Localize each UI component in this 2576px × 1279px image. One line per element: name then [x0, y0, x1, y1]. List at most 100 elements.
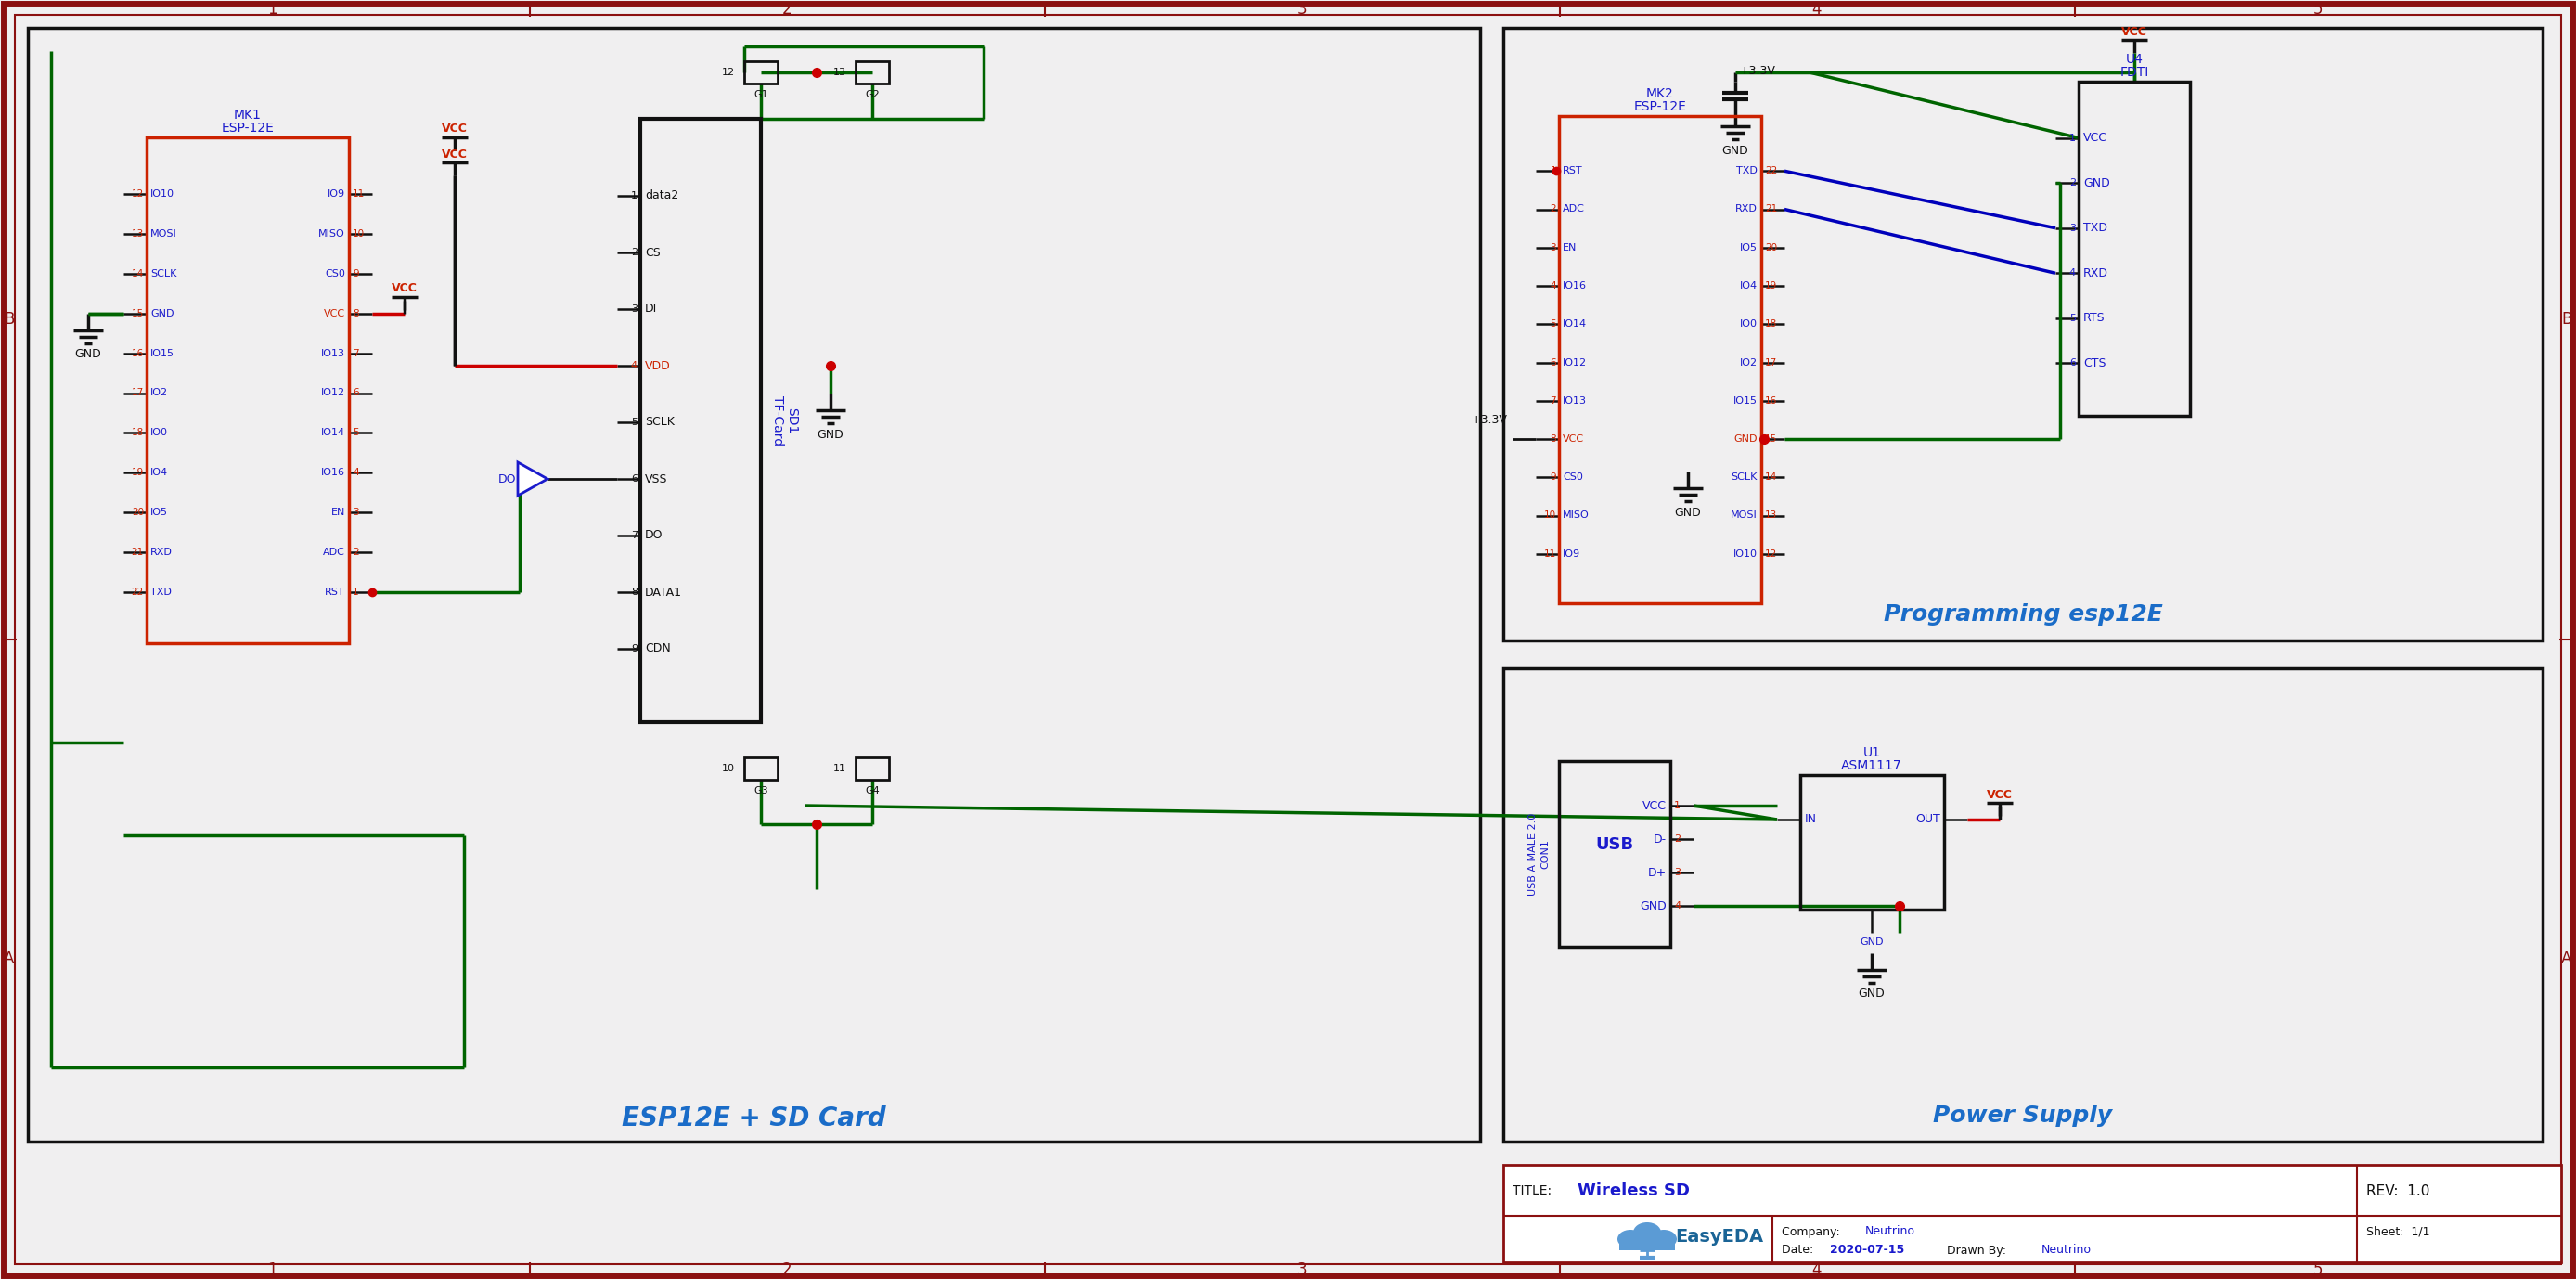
Text: SCLK: SCLK: [149, 269, 178, 279]
Text: EN: EN: [1564, 243, 1577, 252]
Text: G4: G4: [866, 787, 878, 796]
Text: 17: 17: [1765, 358, 1777, 367]
Text: 10: 10: [1543, 510, 1556, 521]
Text: ADC: ADC: [1564, 205, 1584, 214]
Text: USB A MALE 2.0: USB A MALE 2.0: [1528, 812, 1538, 895]
Text: VCC: VCC: [440, 148, 469, 160]
Text: GND: GND: [2084, 177, 2110, 189]
Text: 7: 7: [353, 349, 358, 358]
Text: VCC: VCC: [325, 308, 345, 318]
Text: D+: D+: [1649, 866, 1667, 879]
Bar: [2079, 82, 2190, 416]
Text: G3: G3: [755, 787, 768, 796]
Text: RXD: RXD: [2084, 267, 2107, 279]
Text: 6: 6: [2069, 358, 2076, 368]
Text: TITLE:: TITLE:: [1512, 1184, 1551, 1197]
Text: 1: 1: [631, 191, 636, 201]
Bar: [855, 61, 889, 83]
Text: 9: 9: [353, 269, 358, 279]
Text: IO5: IO5: [149, 508, 167, 517]
Text: IO9: IO9: [1564, 549, 1582, 559]
Bar: [744, 61, 778, 83]
Text: TXD: TXD: [149, 587, 173, 597]
Text: 21: 21: [1765, 205, 1777, 214]
Text: 21: 21: [131, 547, 144, 558]
Text: RXD: RXD: [1736, 205, 1757, 214]
Bar: [1620, 1239, 1674, 1251]
Text: 12: 12: [1765, 549, 1777, 559]
Text: 2: 2: [783, 1261, 791, 1278]
Text: Power Supply: Power Supply: [1935, 1105, 2112, 1127]
Text: ESP12E + SD Card: ESP12E + SD Card: [621, 1105, 886, 1132]
Text: 3: 3: [1674, 868, 1680, 877]
Text: 18: 18: [1765, 320, 1777, 329]
Text: CS0: CS0: [1564, 473, 1584, 482]
Text: 3: 3: [1551, 243, 1556, 252]
Text: IO10: IO10: [1734, 549, 1757, 559]
Text: 7: 7: [631, 531, 636, 540]
Text: +3.3V: +3.3V: [1471, 414, 1507, 426]
Text: GND: GND: [1734, 435, 1757, 444]
Text: 8: 8: [1551, 435, 1556, 444]
Text: 4: 4: [1811, 1261, 1821, 1278]
Text: Company:: Company:: [1783, 1225, 1847, 1238]
Text: 14: 14: [131, 269, 144, 279]
Text: 11: 11: [832, 764, 848, 773]
Bar: [1504, 28, 2543, 641]
Text: 5: 5: [631, 418, 636, 427]
Text: B: B: [5, 311, 15, 327]
Text: VCC: VCC: [1986, 788, 2012, 801]
Text: MISO: MISO: [319, 229, 345, 238]
Text: Programming esp12E: Programming esp12E: [1883, 604, 2161, 625]
Text: SCLK: SCLK: [1731, 473, 1757, 482]
Text: IO4: IO4: [1739, 281, 1757, 290]
Text: VCC: VCC: [2084, 132, 2107, 145]
Ellipse shape: [1618, 1230, 1643, 1248]
Text: 16: 16: [1765, 396, 1777, 405]
Text: 2: 2: [353, 547, 358, 558]
Text: 22: 22: [1765, 166, 1777, 175]
Text: 4: 4: [631, 361, 636, 371]
Text: IO10: IO10: [149, 189, 175, 198]
Text: REV:  1.0: REV: 1.0: [2367, 1184, 2429, 1198]
Text: IO13: IO13: [322, 349, 345, 358]
Text: GND: GND: [1674, 506, 1700, 518]
Polygon shape: [518, 462, 549, 496]
Text: IO12: IO12: [322, 389, 345, 398]
Text: 6: 6: [1551, 358, 1556, 367]
Text: 1: 1: [353, 587, 358, 597]
Text: 4: 4: [353, 468, 358, 477]
Text: TXD: TXD: [2084, 223, 2107, 234]
Text: IO2: IO2: [149, 389, 167, 398]
Text: data2: data2: [644, 189, 677, 202]
Text: GND: GND: [1860, 938, 1883, 946]
Text: Wireless SD: Wireless SD: [1577, 1183, 1690, 1200]
Text: IO14: IO14: [322, 428, 345, 437]
Text: 3: 3: [353, 508, 358, 517]
Text: ESP-12E: ESP-12E: [222, 122, 273, 134]
Text: 9: 9: [1551, 473, 1556, 482]
Text: 10: 10: [721, 764, 734, 773]
Text: 2: 2: [631, 248, 636, 257]
Text: 3: 3: [631, 304, 636, 313]
Text: A: A: [2561, 950, 2571, 967]
Text: 2: 2: [2069, 178, 2076, 188]
Text: 8: 8: [631, 587, 636, 597]
Text: 20: 20: [1765, 243, 1777, 252]
Text: 4: 4: [1811, 1, 1821, 18]
Text: CS0: CS0: [325, 269, 345, 279]
Text: CON1: CON1: [1540, 839, 1551, 868]
Text: GND: GND: [1857, 987, 1886, 1000]
Text: B: B: [2561, 311, 2571, 327]
Text: 1: 1: [1674, 801, 1680, 811]
Text: 5: 5: [353, 428, 358, 437]
Text: IO9: IO9: [327, 189, 345, 198]
Text: 22: 22: [131, 587, 144, 597]
Text: RTS: RTS: [2084, 312, 2105, 325]
Bar: [1504, 668, 2543, 1142]
Text: 2020-07-15: 2020-07-15: [1829, 1244, 1904, 1256]
Bar: [1801, 775, 1945, 909]
Text: U4: U4: [2125, 52, 2143, 67]
Text: 6: 6: [631, 475, 636, 483]
Text: Drawn By:: Drawn By:: [1940, 1244, 2014, 1256]
